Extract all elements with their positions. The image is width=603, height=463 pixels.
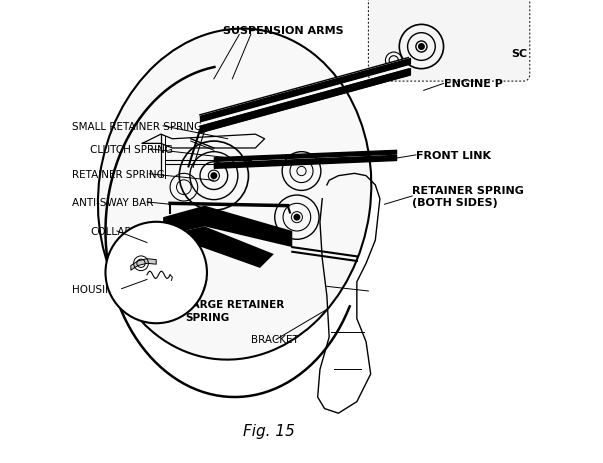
Text: Fig. 15: Fig. 15 bbox=[243, 423, 295, 438]
Circle shape bbox=[106, 222, 207, 324]
Text: SC: SC bbox=[511, 50, 528, 59]
Text: LARGE RETAINER
SPRING: LARGE RETAINER SPRING bbox=[185, 300, 285, 322]
Polygon shape bbox=[163, 206, 292, 248]
Text: BRACKET: BRACKET bbox=[251, 335, 298, 344]
Text: SMALL RETAINER SPRING: SMALL RETAINER SPRING bbox=[72, 122, 202, 131]
Polygon shape bbox=[163, 227, 274, 269]
Text: ENGINE P: ENGINE P bbox=[444, 79, 502, 89]
Circle shape bbox=[211, 174, 216, 179]
FancyBboxPatch shape bbox=[368, 0, 530, 82]
Text: CLUTCH SPRING: CLUTCH SPRING bbox=[90, 144, 173, 155]
Circle shape bbox=[294, 215, 300, 220]
Text: COLLAR: COLLAR bbox=[90, 226, 132, 237]
Text: RETAINER SPRING: RETAINER SPRING bbox=[72, 169, 165, 180]
Circle shape bbox=[418, 44, 424, 50]
Polygon shape bbox=[131, 259, 156, 270]
Text: RETAINER SPRING
(BOTH SIDES): RETAINER SPRING (BOTH SIDES) bbox=[412, 185, 524, 208]
Text: SUSPENSION ARMS: SUSPENSION ARMS bbox=[223, 26, 344, 36]
Text: ANTI-SWAY BAR: ANTI-SWAY BAR bbox=[72, 198, 153, 207]
Text: HOUSING GUIDE: HOUSING GUIDE bbox=[72, 284, 157, 294]
Text: FRONT LINK: FRONT LINK bbox=[416, 150, 491, 161]
Ellipse shape bbox=[98, 30, 371, 360]
